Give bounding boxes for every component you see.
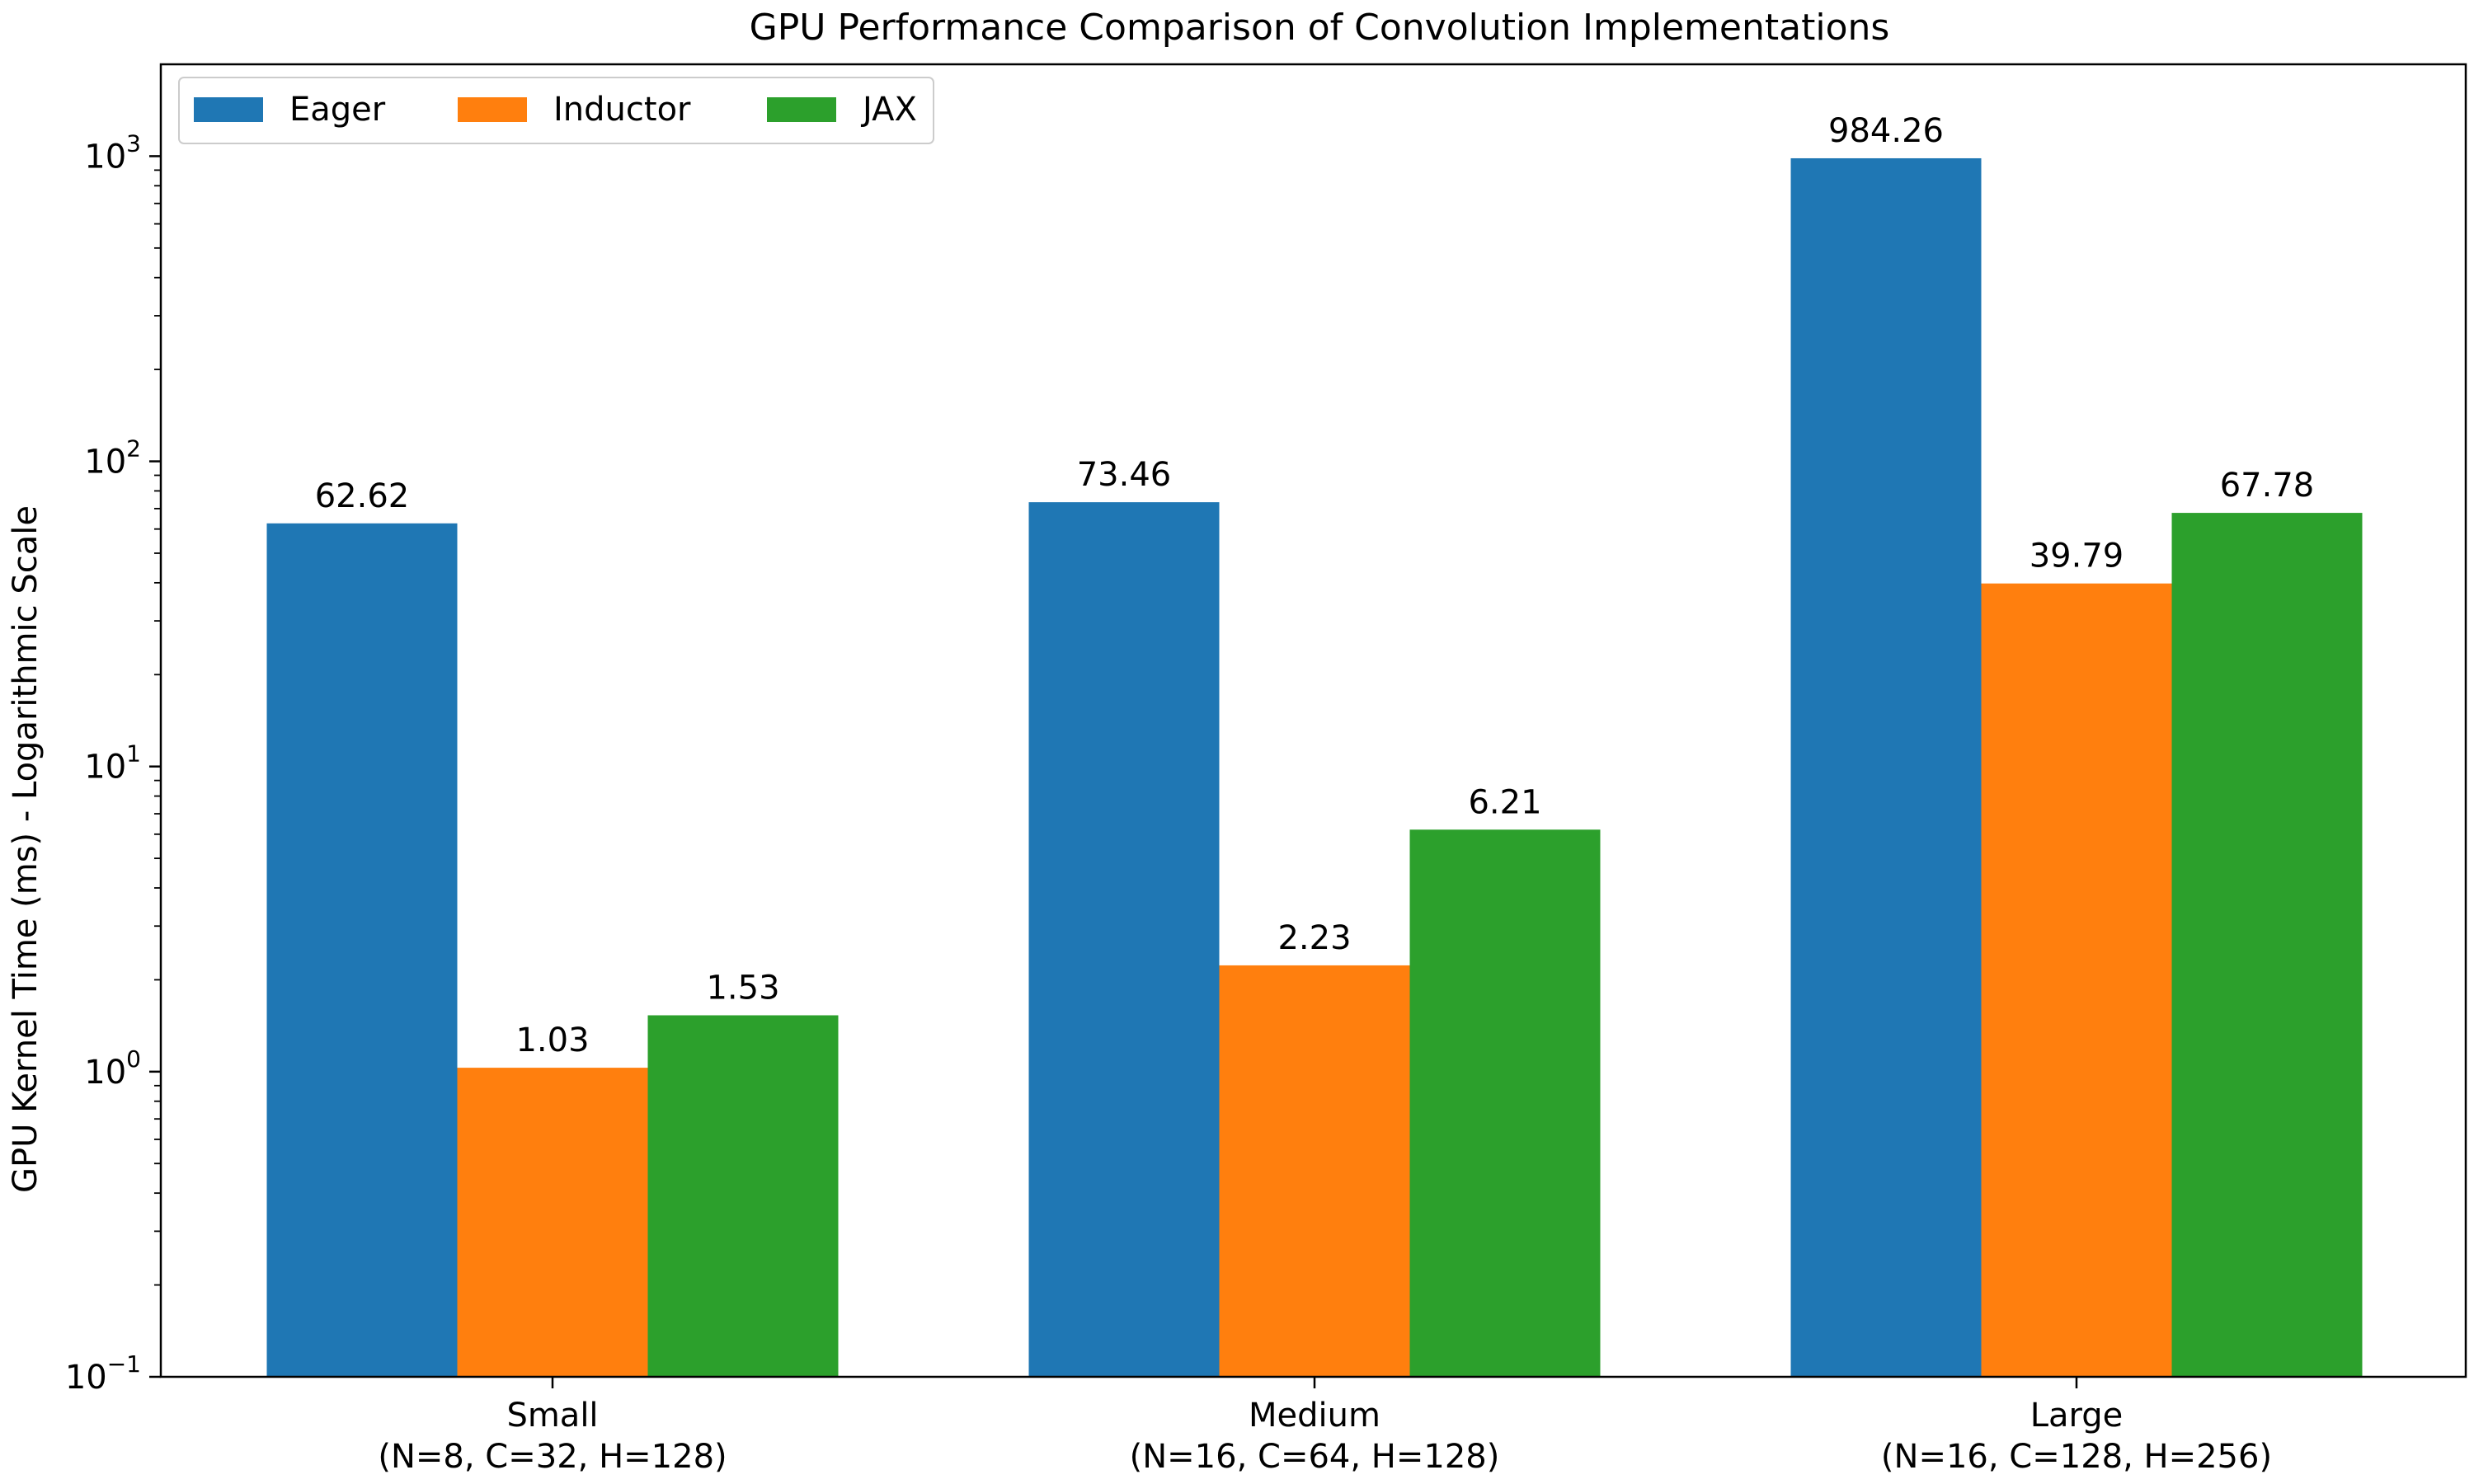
legend-swatch-eager <box>194 97 263 122</box>
y-tick-base: 10 <box>84 444 126 481</box>
x-tick-label-detail: (N=16, C=64, H=128) <box>1130 1438 1500 1476</box>
bar-value-label: 67.78 <box>2220 467 2315 505</box>
y-tick-exponent: 0 <box>126 1045 141 1073</box>
y-tick-label: 101 <box>84 740 141 787</box>
bar-inductor-large <box>1981 583 2172 1377</box>
bar-eager-medium <box>1028 502 1220 1378</box>
bar-value-label: 6.21 <box>1468 783 1541 821</box>
y-tick-exponent: 3 <box>126 129 141 157</box>
y-tick-exponent: 1 <box>126 740 141 768</box>
y-tick-exponent: 2 <box>126 435 141 463</box>
y-tick-label: 103 <box>84 129 141 176</box>
bar-jax-medium <box>1409 829 1601 1377</box>
x-tick-label-detail: (N=8, C=32, H=128) <box>378 1438 727 1476</box>
bar-value-label: 1.03 <box>515 1021 589 1059</box>
bar-value-label: 39.79 <box>2030 538 2124 575</box>
y-tick-exponent: −1 <box>107 1350 141 1378</box>
bar-jax-large <box>2171 513 2363 1378</box>
y-axis-label: GPU Kernel Time (ms) - Logarithmic Scale <box>7 505 45 1193</box>
plot-area-frame <box>159 63 2467 1378</box>
bar-eager-small <box>266 523 458 1377</box>
y-tick-label: 10−1 <box>65 1350 141 1397</box>
x-axis-ticks: Small(N=8, C=32, H=128) Medium(N=16, C=64… <box>378 1377 2272 1476</box>
bar-eager-large <box>1790 157 1982 1378</box>
legend-label-eager: Eager <box>289 91 386 129</box>
x-tick-label-name: Small <box>506 1397 598 1435</box>
legend-swatch-inductor <box>458 97 527 122</box>
legend-box <box>178 77 934 144</box>
legend-label-inductor: Inductor <box>553 91 691 129</box>
bar-value-label: 984.26 <box>1828 112 1944 150</box>
legend-label-jax: JAX <box>860 91 917 129</box>
legend-swatch-jax <box>767 97 836 122</box>
bars-layer <box>266 157 2363 1378</box>
legend: Eager Inductor JAX <box>178 77 934 144</box>
bar-inductor-small <box>457 1068 648 1377</box>
x-tick-label-name: Large <box>2030 1397 2124 1435</box>
x-tick-label-name: Medium <box>1249 1397 1380 1435</box>
bar-value-label: 62.62 <box>315 477 410 515</box>
bar-value-label: 1.53 <box>706 969 779 1007</box>
y-tick-label: 100 <box>84 1045 141 1092</box>
bar-value-label: 73.46 <box>1077 456 1172 494</box>
bar-value-labels: 62.62 1.03 1.53 73.46 2.23 6.21 984.26 39.79 67.… <box>315 112 2315 1059</box>
y-tick-base: 10 <box>84 138 126 176</box>
chart-title: GPU Performance Comparison of Convolutio… <box>750 7 1890 49</box>
x-tick-label-detail: (N=16, C=128, H=256) <box>1881 1438 2272 1476</box>
y-tick-base: 10 <box>84 749 126 787</box>
bar-value-label: 2.23 <box>1277 919 1351 957</box>
bar-inductor-medium <box>1219 965 1410 1377</box>
y-tick-label: 102 <box>84 435 141 481</box>
y-tick-base: 10 <box>84 1054 126 1092</box>
bar-jax-small <box>647 1015 839 1377</box>
y-tick-base: 10 <box>65 1359 107 1397</box>
